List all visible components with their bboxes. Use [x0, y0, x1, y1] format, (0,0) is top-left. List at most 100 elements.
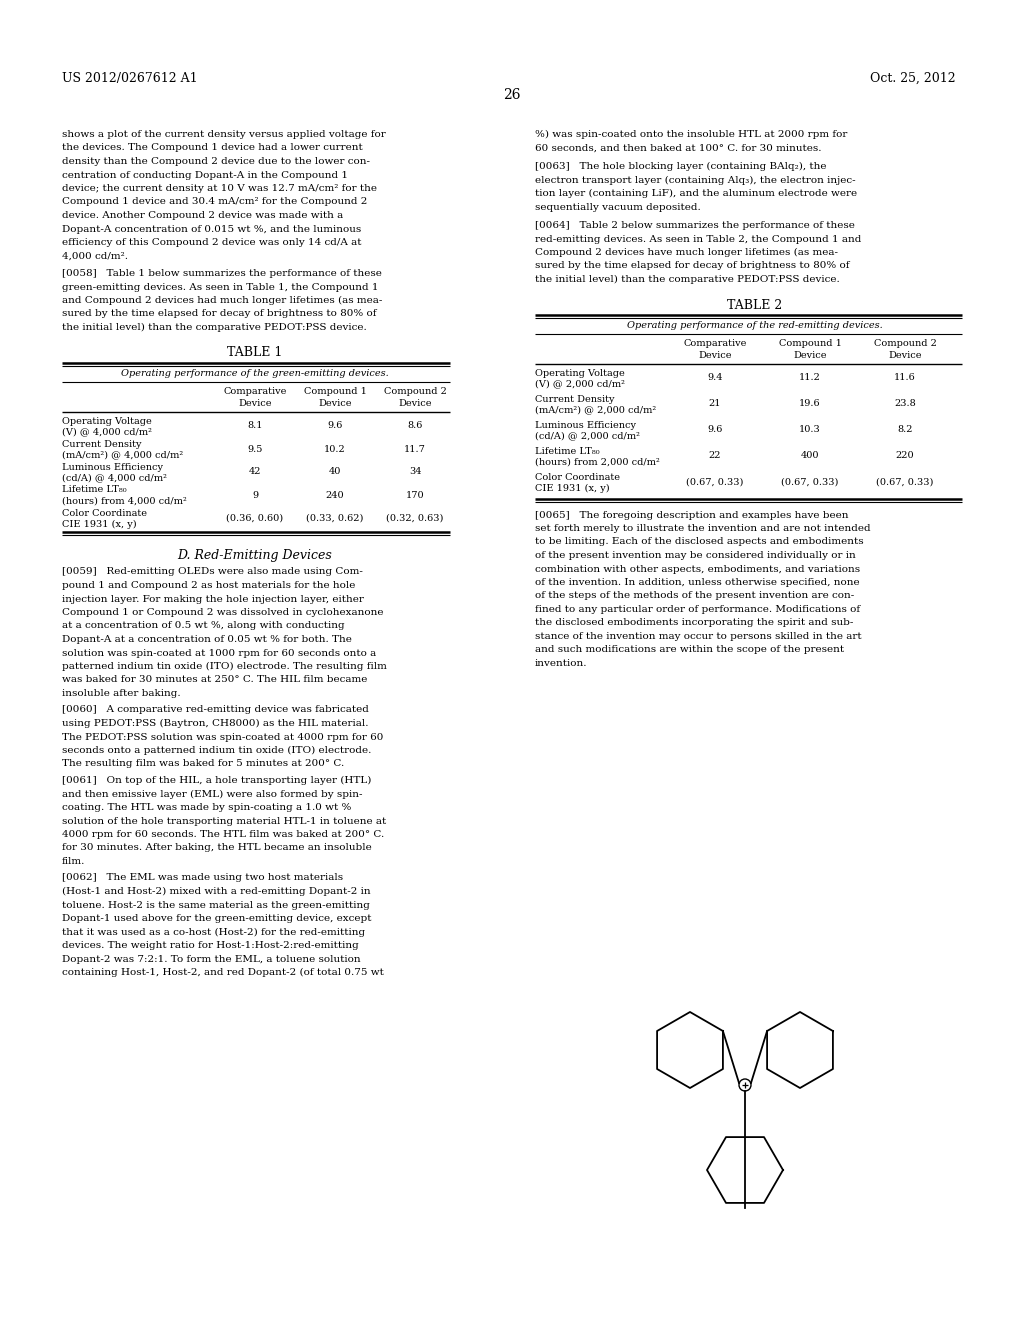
Text: of the invention. In addition, unless otherwise specified, none: of the invention. In addition, unless ot…: [535, 578, 859, 587]
Text: solution of the hole transporting material HTL-1 in toluene at: solution of the hole transporting materi…: [62, 817, 386, 825]
Text: devices. The weight ratio for Host-1:Host-2:red-emitting: devices. The weight ratio for Host-1:Hos…: [62, 941, 358, 950]
Text: fined to any particular order of performance. Modifications of: fined to any particular order of perform…: [535, 605, 860, 614]
Text: Compound 1: Compound 1: [778, 339, 842, 348]
Text: 9.5: 9.5: [248, 445, 263, 454]
Text: green-emitting devices. As seen in Table 1, the Compound 1: green-emitting devices. As seen in Table…: [62, 282, 379, 292]
Text: Color Coordinate: Color Coordinate: [535, 473, 620, 482]
Text: containing Host-1, Host-2, and red Dopant-2 (of total 0.75 wt: containing Host-1, Host-2, and red Dopan…: [62, 968, 384, 977]
Text: (V) @ 4,000 cd/m²: (V) @ 4,000 cd/m²: [62, 428, 152, 437]
Text: Device: Device: [698, 351, 732, 359]
Text: 4,000 cd/m².: 4,000 cd/m².: [62, 252, 128, 260]
Text: insoluble after baking.: insoluble after baking.: [62, 689, 180, 698]
Text: Device: Device: [318, 399, 352, 408]
Text: Operating Voltage: Operating Voltage: [535, 368, 625, 378]
Text: Compound 1 device and 30.4 mA/cm² for the Compound 2: Compound 1 device and 30.4 mA/cm² for th…: [62, 198, 368, 206]
Text: [0065]   The foregoing description and examples have been: [0065] The foregoing description and exa…: [535, 511, 849, 520]
Text: combination with other aspects, embodiments, and variations: combination with other aspects, embodime…: [535, 565, 860, 573]
Text: Oct. 25, 2012: Oct. 25, 2012: [870, 73, 955, 84]
Text: The resulting film was baked for 5 minutes at 200° C.: The resulting film was baked for 5 minut…: [62, 759, 344, 768]
Text: sequentially vacuum deposited.: sequentially vacuum deposited.: [535, 202, 700, 211]
Text: 11.7: 11.7: [404, 445, 426, 454]
Text: electron transport layer (containing Alq₃), the electron injec-: electron transport layer (containing Alq…: [535, 176, 856, 185]
Text: 19.6: 19.6: [799, 400, 821, 408]
Text: red-emitting devices. As seen in Table 2, the Compound 1 and: red-emitting devices. As seen in Table 2…: [535, 235, 861, 243]
Text: coating. The HTL was made by spin-coating a 1.0 wt %: coating. The HTL was made by spin-coatin…: [62, 803, 351, 812]
Text: (0.67, 0.33): (0.67, 0.33): [686, 478, 743, 487]
Text: (0.36, 0.60): (0.36, 0.60): [226, 513, 284, 523]
Text: toluene. Host-2 is the same material as the green-emitting: toluene. Host-2 is the same material as …: [62, 900, 370, 909]
Text: 9.6: 9.6: [708, 425, 723, 434]
Text: 9.6: 9.6: [328, 421, 343, 430]
Text: tion layer (containing LiF), and the aluminum electrode were: tion layer (containing LiF), and the alu…: [535, 189, 857, 198]
Text: (Host-1 and Host-2) mixed with a red-emitting Dopant-2 in: (Host-1 and Host-2) mixed with a red-emi…: [62, 887, 371, 896]
Text: Device: Device: [888, 351, 922, 359]
Text: The PEDOT:PSS solution was spin-coated at 4000 rpm for 60: The PEDOT:PSS solution was spin-coated a…: [62, 733, 383, 742]
Text: set forth merely to illustrate the invention and are not intended: set forth merely to illustrate the inven…: [535, 524, 870, 533]
Text: Operating Voltage: Operating Voltage: [62, 417, 152, 425]
Text: [0061]   On top of the HIL, a hole transporting layer (HTL): [0061] On top of the HIL, a hole transpo…: [62, 776, 372, 785]
Text: at a concentration of 0.5 wt %, along with conducting: at a concentration of 0.5 wt %, along wi…: [62, 622, 345, 631]
Text: seconds onto a patterned indium tin oxide (ITO) electrode.: seconds onto a patterned indium tin oxid…: [62, 746, 372, 755]
Text: pound 1 and Compound 2 as host materials for the hole: pound 1 and Compound 2 as host materials…: [62, 581, 355, 590]
Text: %) was spin-coated onto the insoluble HTL at 2000 rpm for: %) was spin-coated onto the insoluble HT…: [535, 129, 848, 139]
Text: (mA/cm²) @ 2,000 cd/m²: (mA/cm²) @ 2,000 cd/m²: [535, 405, 656, 414]
Text: using PEDOT:PSS (Baytron, CH8000) as the HIL material.: using PEDOT:PSS (Baytron, CH8000) as the…: [62, 719, 369, 729]
Text: Operating performance of the red-emitting devices.: Operating performance of the red-emittin…: [627, 321, 883, 330]
Text: 22: 22: [709, 451, 721, 461]
Text: Compound 1: Compound 1: [303, 388, 367, 396]
Text: D. Red-Emitting Devices: D. Red-Emitting Devices: [177, 549, 333, 562]
Text: (0.32, 0.63): (0.32, 0.63): [386, 513, 443, 523]
Text: of the steps of the methods of the present invention are con-: of the steps of the methods of the prese…: [535, 591, 854, 601]
Text: (0.33, 0.62): (0.33, 0.62): [306, 513, 364, 523]
Text: TABLE 1: TABLE 1: [227, 346, 283, 359]
Text: Operating performance of the green-emitting devices.: Operating performance of the green-emitt…: [121, 368, 389, 378]
Text: 60 seconds, and then baked at 100° C. for 30 minutes.: 60 seconds, and then baked at 100° C. fo…: [535, 144, 821, 153]
Text: 23.8: 23.8: [894, 400, 915, 408]
Text: Device: Device: [794, 351, 826, 359]
Text: 8.1: 8.1: [247, 421, 263, 430]
Text: density than the Compound 2 device due to the lower con-: density than the Compound 2 device due t…: [62, 157, 370, 166]
Text: TABLE 2: TABLE 2: [727, 298, 782, 312]
Text: [0064]   Table 2 below summarizes the performance of these: [0064] Table 2 below summarizes the perf…: [535, 220, 855, 230]
Text: 220: 220: [896, 451, 914, 461]
Text: stance of the invention may occur to persons skilled in the art: stance of the invention may occur to per…: [535, 632, 861, 642]
Text: (V) @ 2,000 cd/m²: (V) @ 2,000 cd/m²: [535, 380, 625, 388]
Text: shows a plot of the current density versus applied voltage for: shows a plot of the current density vers…: [62, 129, 386, 139]
Text: [0058]   Table 1 below summarizes the performance of these: [0058] Table 1 below summarizes the perf…: [62, 269, 382, 279]
Text: CIE 1931 (x, y): CIE 1931 (x, y): [62, 520, 136, 528]
Text: Device: Device: [398, 399, 432, 408]
Text: 40: 40: [329, 467, 341, 477]
Text: the devices. The Compound 1 device had a lower current: the devices. The Compound 1 device had a…: [62, 144, 362, 153]
Text: and Compound 2 devices had much longer lifetimes (as mea-: and Compound 2 devices had much longer l…: [62, 296, 382, 305]
Text: to be limiting. Each of the disclosed aspects and embodiments: to be limiting. Each of the disclosed as…: [535, 537, 863, 546]
Text: (hours) from 2,000 cd/m²: (hours) from 2,000 cd/m²: [535, 458, 659, 466]
Text: 9.4: 9.4: [708, 374, 723, 383]
Text: that it was used as a co-host (Host-2) for the red-emitting: that it was used as a co-host (Host-2) f…: [62, 928, 366, 937]
Text: Compound 2: Compound 2: [384, 388, 446, 396]
Text: the initial level) than the comparative PEDOT:PSS device.: the initial level) than the comparative …: [535, 275, 840, 284]
Text: Comparative: Comparative: [223, 388, 287, 396]
Text: Current Density: Current Density: [535, 395, 614, 404]
Text: Color Coordinate: Color Coordinate: [62, 508, 147, 517]
Text: Compound 2 devices have much longer lifetimes (as mea-: Compound 2 devices have much longer life…: [535, 248, 838, 257]
Text: Comparative: Comparative: [683, 339, 746, 348]
Text: of the present invention may be considered individually or in: of the present invention may be consider…: [535, 550, 856, 560]
Text: the disclosed embodiments incorporating the spirit and sub-: the disclosed embodiments incorporating …: [535, 619, 853, 627]
Text: solution was spin-coated at 1000 rpm for 60 seconds onto a: solution was spin-coated at 1000 rpm for…: [62, 648, 376, 657]
Text: (0.67, 0.33): (0.67, 0.33): [877, 478, 934, 487]
Text: CIE 1931 (x, y): CIE 1931 (x, y): [535, 483, 609, 492]
Text: (0.67, 0.33): (0.67, 0.33): [781, 478, 839, 487]
Text: device. Another Compound 2 device was made with a: device. Another Compound 2 device was ma…: [62, 211, 343, 220]
Text: Current Density: Current Density: [62, 440, 141, 449]
Text: invention.: invention.: [535, 659, 588, 668]
Text: centration of conducting Dopant-A in the Compound 1: centration of conducting Dopant-A in the…: [62, 170, 348, 180]
Text: and such modifications are within the scope of the present: and such modifications are within the sc…: [535, 645, 844, 655]
Text: Lifetime LT₈₀: Lifetime LT₈₀: [535, 446, 600, 455]
Text: 4000 rpm for 60 seconds. The HTL film was baked at 200° C.: 4000 rpm for 60 seconds. The HTL film wa…: [62, 830, 384, 840]
Text: device; the current density at 10 V was 12.7 mA/cm² for the: device; the current density at 10 V was …: [62, 183, 377, 193]
Text: for 30 minutes. After baking, the HTL became an insoluble: for 30 minutes. After baking, the HTL be…: [62, 843, 372, 853]
Text: (cd/A) @ 4,000 cd/m²: (cd/A) @ 4,000 cd/m²: [62, 474, 167, 483]
Text: 8.6: 8.6: [408, 421, 423, 430]
Text: 26: 26: [503, 88, 521, 102]
Text: 11.2: 11.2: [799, 374, 821, 383]
